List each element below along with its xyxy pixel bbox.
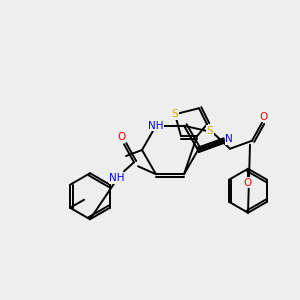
- Text: O: O: [117, 132, 125, 142]
- Text: O: O: [260, 112, 268, 122]
- Text: NH: NH: [148, 121, 164, 131]
- Text: S: S: [172, 109, 178, 119]
- Text: N: N: [225, 134, 233, 144]
- Text: O: O: [244, 178, 252, 188]
- Text: S: S: [207, 126, 213, 136]
- Text: NH: NH: [109, 173, 125, 183]
